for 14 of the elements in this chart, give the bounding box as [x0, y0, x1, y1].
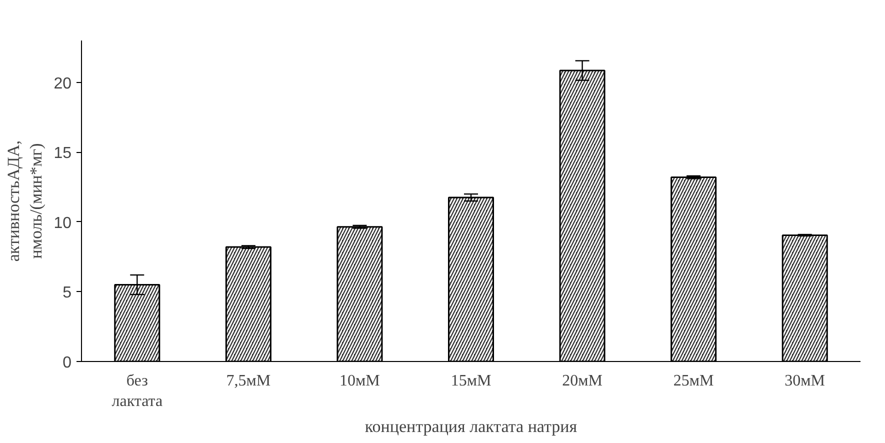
x-tick-label: 30мМ — [784, 372, 826, 390]
x-tick-label: 25мМ — [673, 372, 714, 390]
x-tick-label: 7,5мМ — [226, 372, 271, 390]
x-tick-label: без лактата — [112, 372, 163, 410]
x-tick-label: 15мМ — [450, 372, 492, 390]
x-tick-label: 20мМ — [562, 372, 602, 390]
y-tick-label: 15 — [54, 145, 72, 162]
y-tick-label: 5 — [62, 284, 72, 302]
y-axis-title: активностьАДА, нмоль/(мин*мг) — [4, 140, 46, 262]
y-tick-label: 20 — [54, 75, 72, 92]
y-tick-label: 10 — [54, 214, 72, 232]
y-tick-label: 0 — [62, 354, 72, 372]
x-axis-title: концентрация лактата натрия — [364, 416, 578, 436]
x-tick-label: 10мМ — [340, 372, 380, 390]
